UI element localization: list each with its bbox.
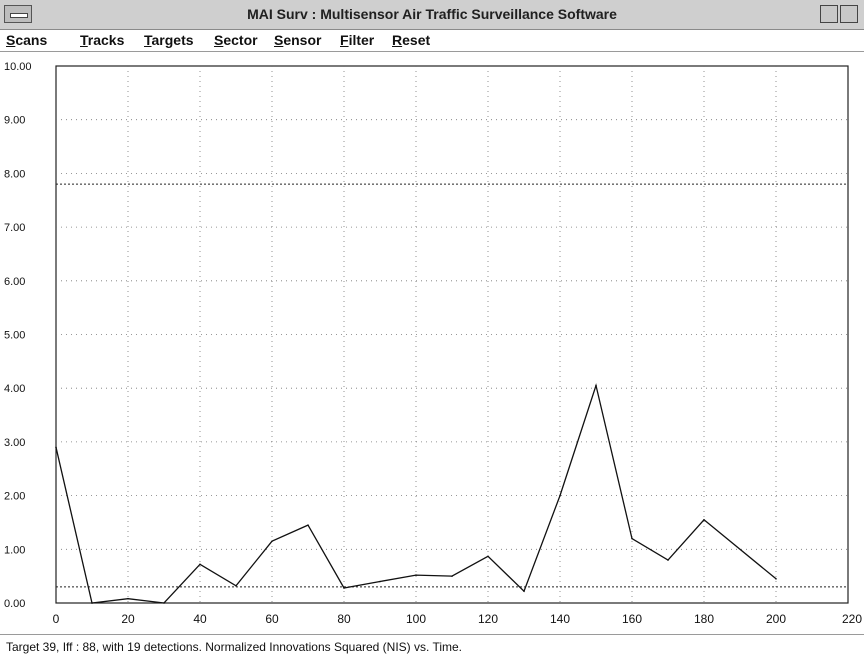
y-tick-label: 0.00 bbox=[4, 598, 25, 610]
menu-label-rest: ector bbox=[223, 32, 258, 48]
title-bar: MAI Surv : Multisensor Air Traffic Surve… bbox=[0, 0, 864, 30]
nis-data-point bbox=[523, 590, 525, 592]
nis-data-point bbox=[451, 575, 453, 577]
menu-label-rest: argets bbox=[151, 32, 194, 48]
y-tick-label: 6.00 bbox=[4, 276, 25, 288]
menu-filter[interactable]: Filter bbox=[340, 32, 374, 48]
window-title: MAI Surv : Multisensor Air Traffic Surve… bbox=[247, 6, 617, 22]
y-tick-label: 8.00 bbox=[4, 168, 25, 180]
nis-plot: 0.00 1.00 2.00 3.00 4.00 5.00 6.00 7.00 8.00 9.00… bbox=[0, 52, 864, 634]
nis-data-point bbox=[487, 555, 489, 558]
x-tick-label: 40 bbox=[193, 612, 207, 626]
nis-data-point bbox=[379, 580, 381, 583]
nis-data-point bbox=[703, 518, 705, 521]
nis-data-point bbox=[415, 574, 417, 576]
menu-label-rest: eset bbox=[402, 32, 431, 48]
nis-data-point bbox=[559, 494, 561, 497]
y-tick-label: 7.00 bbox=[4, 222, 25, 234]
y-tick-label: 4.00 bbox=[4, 383, 25, 395]
x-tick-label: 220 bbox=[842, 612, 862, 626]
nis-data-point bbox=[307, 524, 309, 526]
menu-targets[interactable]: Targets bbox=[144, 32, 194, 48]
x-tick-label: 80 bbox=[337, 612, 351, 626]
x-tick-label: 0 bbox=[53, 612, 60, 626]
nis-data-point bbox=[163, 602, 165, 604]
menu-sensor[interactable]: Sensor bbox=[274, 32, 321, 48]
x-tick-label: 180 bbox=[694, 612, 714, 626]
menu-scans[interactable]: Scans bbox=[6, 32, 47, 48]
nis-data-point bbox=[271, 540, 273, 543]
y-tick-label: 10.00 bbox=[4, 61, 32, 73]
nis-data-point bbox=[631, 537, 633, 540]
menu-label-rest: racks bbox=[87, 32, 125, 48]
menu-reset[interactable]: Reset bbox=[392, 32, 430, 48]
x-tick-label: 20 bbox=[121, 612, 135, 626]
menu-label-rest: ilter bbox=[348, 32, 375, 48]
x-tick-label: 140 bbox=[550, 612, 570, 626]
nis-data-point bbox=[91, 602, 93, 604]
menu-label-rest: ensor bbox=[283, 32, 322, 48]
menu-label-rest: cans bbox=[15, 32, 48, 48]
status-bar: Target 39, Iff : 88, with 19 detections.… bbox=[0, 634, 864, 660]
status-text: Target 39, Iff : 88, with 19 detections.… bbox=[6, 640, 462, 654]
x-tick-label: 100 bbox=[406, 612, 426, 626]
minimize-button[interactable] bbox=[820, 5, 838, 23]
menu-tracks[interactable]: Tracks bbox=[80, 32, 124, 48]
menu-mnemonic: T bbox=[144, 32, 152, 48]
x-tick-label: 60 bbox=[265, 612, 279, 626]
y-tick-label: 2.00 bbox=[4, 491, 25, 503]
x-tick-label: 120 bbox=[478, 612, 498, 626]
y-tick-label: 9.00 bbox=[4, 115, 25, 127]
y-tick-label: 5.00 bbox=[4, 330, 25, 342]
menu-mnemonic: S bbox=[274, 32, 284, 48]
menu-sector[interactable]: Sector bbox=[214, 32, 258, 48]
menu-mnemonic: T bbox=[80, 32, 88, 48]
nis-data-point bbox=[199, 563, 201, 566]
nis-data-point bbox=[235, 585, 237, 587]
nis-data-point bbox=[55, 446, 57, 449]
nis-data-point bbox=[595, 384, 597, 387]
menu-mnemonic: S bbox=[214, 32, 224, 48]
menu-mnemonic: S bbox=[6, 32, 16, 48]
nis-data-point bbox=[775, 578, 777, 580]
menu-bar: Scans Tracks Targets Sector Sensor Filter Rese… bbox=[0, 30, 864, 52]
y-tick-label: 3.00 bbox=[4, 437, 25, 449]
system-menu-icon[interactable] bbox=[4, 5, 32, 23]
x-tick-label: 200 bbox=[766, 612, 786, 626]
y-tick-label: 1.00 bbox=[4, 544, 25, 556]
menu-mnemonic: F bbox=[340, 32, 349, 48]
maximize-button[interactable] bbox=[840, 5, 858, 23]
x-tick-label: 160 bbox=[622, 612, 642, 626]
nis-data-point bbox=[667, 559, 669, 561]
nis-chart: 0.00 1.00 2.00 3.00 4.00 5.00 6.00 7.00 8.00 9.00… bbox=[4, 61, 862, 626]
nis-series-line bbox=[55, 383, 777, 604]
nis-data-point bbox=[127, 597, 129, 600]
nis-data-point bbox=[343, 587, 345, 589]
menu-mnemonic: R bbox=[392, 32, 403, 48]
